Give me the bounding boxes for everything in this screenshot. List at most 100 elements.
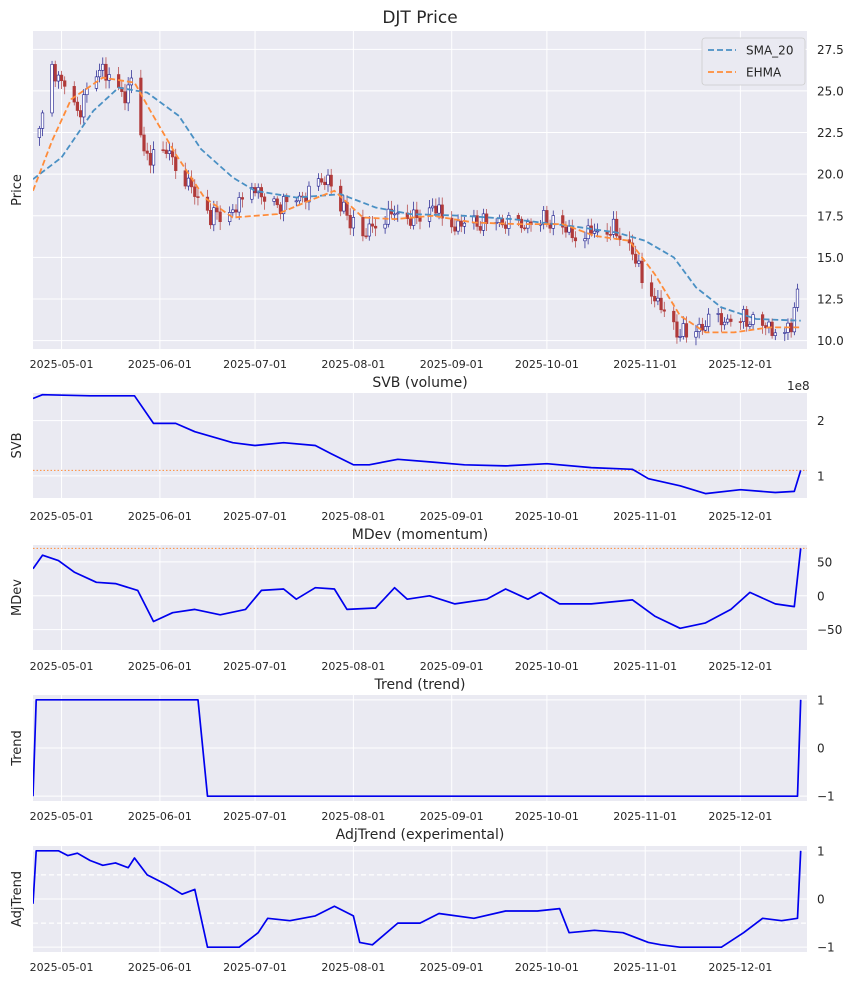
price-candle-body	[583, 238, 587, 242]
price-candle-body	[101, 63, 105, 71]
price-candle-body	[256, 187, 260, 194]
price-y-tick-label: 17.5	[817, 209, 844, 223]
trend-x-tick-label: 2025-06-01	[128, 810, 192, 823]
adjtrend-ylabel: AdjTrend	[10, 871, 25, 927]
price-candle-body	[653, 295, 657, 302]
price-candle-body	[751, 314, 755, 325]
trend-ylabel: Trend	[10, 730, 25, 767]
price-candle-body	[437, 204, 441, 214]
price-x-tick-label: 2025-07-01	[223, 358, 287, 371]
price-y-tick-label: 27.5	[817, 43, 844, 57]
price-candle-body	[383, 223, 387, 229]
adjtrend-x-tick-label: 2025-05-01	[30, 961, 94, 974]
trend-x-tick-label: 2025-09-01	[420, 810, 484, 823]
price-candle-body	[504, 224, 508, 229]
price-candle-body	[656, 297, 660, 302]
trend-y-tick-label: 1	[817, 693, 825, 707]
price-candle-body	[78, 110, 83, 118]
svb-ylabel: SVB	[10, 432, 25, 458]
price-plot-area	[33, 31, 807, 349]
price-candle-body	[770, 321, 774, 336]
price-candle-body	[82, 94, 86, 118]
price-candle-body	[164, 149, 168, 154]
price-candle-body	[662, 309, 666, 312]
mdev-series-group	[33, 547, 807, 630]
price-candle-body	[326, 174, 330, 186]
mdev-series-line	[33, 548, 802, 630]
mdev-title: MDev (momentum)	[352, 527, 488, 543]
mdev-y-tick-label: −50	[817, 623, 842, 637]
price-candle-body	[364, 235, 368, 238]
svb-series-group	[33, 393, 807, 495]
price-candle-body	[719, 313, 723, 326]
price-candle-body	[297, 195, 302, 202]
price-candle-body	[450, 217, 454, 228]
price-candle-body	[231, 209, 235, 213]
price-candle-body	[234, 209, 238, 213]
price-candle-body	[564, 226, 568, 233]
trend-title: Trend (trend)	[374, 677, 466, 693]
mdev-x-tick-label: 2025-07-01	[223, 660, 287, 673]
price-candle-body	[748, 324, 752, 327]
price-candle-body	[215, 207, 219, 213]
price-candle-body	[618, 235, 622, 240]
price-candle-body	[316, 178, 321, 187]
price-candle-body	[586, 225, 590, 240]
price-candle-body	[186, 177, 191, 187]
svb-x-tick-label: 2025-05-01	[30, 510, 94, 523]
price-candle-body	[98, 69, 102, 78]
price-candle-body	[434, 205, 438, 214]
trend-x-tick-label: 2025-05-01	[30, 810, 94, 823]
price-candle-body	[741, 309, 746, 322]
price-candle-body	[75, 101, 80, 111]
price-y-tick-label: 22.5	[817, 126, 844, 140]
price-candle-body	[475, 215, 479, 227]
adjtrend-x-tick-label: 2025-12-01	[708, 961, 772, 974]
price-candle-body	[72, 86, 76, 103]
svb-x-tick-label: 2025-08-01	[321, 510, 385, 523]
mdev-x-tick-label: 2025-12-01	[708, 660, 772, 673]
price-y-tick-label: 25.0	[817, 84, 844, 98]
price-candle-body	[516, 215, 520, 220]
mdev-x-tick-label: 2025-05-01	[30, 660, 94, 673]
mdev-ylabel: MDev	[10, 579, 25, 616]
price-candle-body	[418, 217, 422, 222]
price-candle-body	[262, 196, 267, 202]
price-candle-body	[634, 253, 638, 264]
svb-series-line	[33, 393, 802, 495]
price-candle-body	[408, 218, 413, 226]
mdev-x-tick-label: 2025-09-01	[420, 660, 484, 673]
price-candle-body	[209, 210, 213, 226]
price-candle-body	[275, 198, 279, 206]
price-candle-body	[707, 313, 711, 327]
price-ylabel: Price	[10, 174, 25, 206]
price-candle-body	[278, 204, 283, 215]
price-candle-body	[104, 63, 108, 81]
adjtrend-x-tick-label: 2025-08-01	[321, 961, 385, 974]
price-candle-body	[478, 226, 482, 231]
price-candle-body	[53, 64, 57, 82]
mdev-x-tick-label: 2025-11-01	[613, 660, 677, 673]
price-candle-body	[323, 181, 327, 186]
price-candle-body	[453, 226, 457, 232]
price-candle-body	[649, 282, 654, 297]
price-candle-body	[393, 213, 397, 216]
price-candle-body	[592, 230, 597, 234]
price-candle-body	[161, 149, 165, 151]
price-candle-body	[523, 227, 527, 230]
price-candle-body	[773, 332, 777, 336]
adjtrend-series-group	[33, 849, 807, 949]
price-candle-body	[729, 318, 733, 322]
price-candle-body	[764, 325, 768, 329]
price-candle-body	[285, 196, 289, 203]
price-candle-body	[716, 313, 720, 315]
price-candle-body	[339, 185, 343, 212]
price-candle-body	[370, 223, 375, 227]
price-candle-body	[627, 239, 631, 244]
price-candle-body	[196, 196, 200, 198]
price-title: DJT Price	[382, 8, 457, 28]
adjtrend-x-tick-label: 2025-06-01	[128, 961, 192, 974]
price-x-tick-label: 2025-09-01	[420, 358, 484, 371]
price-sma-20-line	[33, 86, 801, 322]
